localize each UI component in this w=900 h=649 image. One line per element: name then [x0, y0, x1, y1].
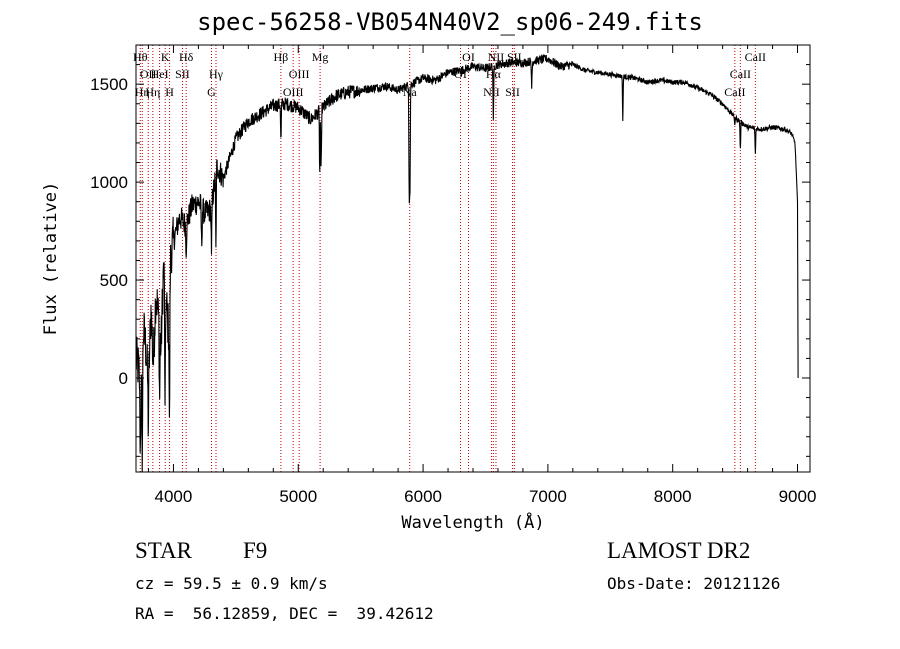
x-tick-label: 9000 [779, 487, 817, 506]
line-marker-label: CaII [724, 85, 745, 99]
x-tick-label: 7000 [529, 487, 567, 506]
line-marker-label: Mg [312, 50, 329, 64]
line-marker-label: SII [505, 85, 520, 99]
chart-title: spec-56258-VB054N40V2_sp06-249.fits [197, 8, 703, 36]
line-marker-label: H [165, 85, 174, 99]
spectral-line-markers [139, 45, 756, 472]
x-tick-label: 8000 [654, 487, 692, 506]
line-marker-label: NII [488, 50, 505, 64]
line-marker-label: HeI [151, 67, 169, 81]
redshift-text: cz = 59.5 ± 0.9 km/s [135, 574, 328, 593]
line-marker-label: OI [454, 67, 467, 81]
object-subclass: F9 [243, 538, 268, 563]
y-tick-label: 0 [119, 369, 128, 388]
line-marker-label: SII [507, 50, 522, 64]
survey-name: LAMOST DR2 [607, 538, 751, 563]
y-axis-ticks: 0 500 1000 1500 [90, 64, 810, 457]
obs-date: Obs-Date: 20121126 [607, 574, 781, 593]
line-marker-label: SII [175, 67, 190, 81]
line-marker-label: Hβ [274, 50, 289, 64]
x-tick-label: 5000 [279, 487, 317, 506]
line-marker-label: K [161, 50, 170, 64]
line-marker-label: G [207, 85, 216, 99]
line-marker-label: OII [140, 67, 157, 81]
line-marker-label: Na [403, 85, 418, 99]
line-marker-label: OI [462, 50, 475, 64]
line-marker-label: Hγ [209, 67, 224, 81]
spectral-line-labels: HθHηOIIHηHeIKHSIIHδGHγHβOIIIOIIIMgNaOIOI… [133, 50, 766, 99]
y-tick-label: 1500 [90, 75, 128, 94]
x-axis-ticks: 4000 5000 6000 7000 8000 9000 [147, 45, 817, 506]
plot-frame [135, 44, 811, 473]
line-marker-label: Hδ [179, 50, 194, 64]
y-tick-label: 500 [100, 271, 128, 290]
line-marker-label: Hα [486, 67, 502, 81]
line-marker-label: Hθ [133, 50, 148, 64]
x-tick-label: 6000 [404, 487, 442, 506]
y-axis-label: Flux (relative) [41, 182, 61, 336]
object-class: STAR [135, 538, 192, 563]
spectrum-line [135, 53, 799, 473]
line-marker-label: Hη [135, 85, 150, 99]
x-tick-label: 4000 [155, 487, 193, 506]
line-marker-label: OIII [289, 67, 310, 81]
line-marker-label: OIII [283, 85, 304, 99]
line-marker-label: CaII [745, 50, 766, 64]
x-axis-label: Wavelength (Å) [401, 511, 544, 533]
coordinates: RA = 56.12859, DEC = 39.42612 [135, 604, 434, 623]
line-marker-label: CaII [730, 67, 751, 81]
y-tick-label: 1000 [90, 173, 128, 192]
line-marker-label: Hη [145, 85, 160, 99]
line-marker-label: NII [483, 85, 500, 99]
